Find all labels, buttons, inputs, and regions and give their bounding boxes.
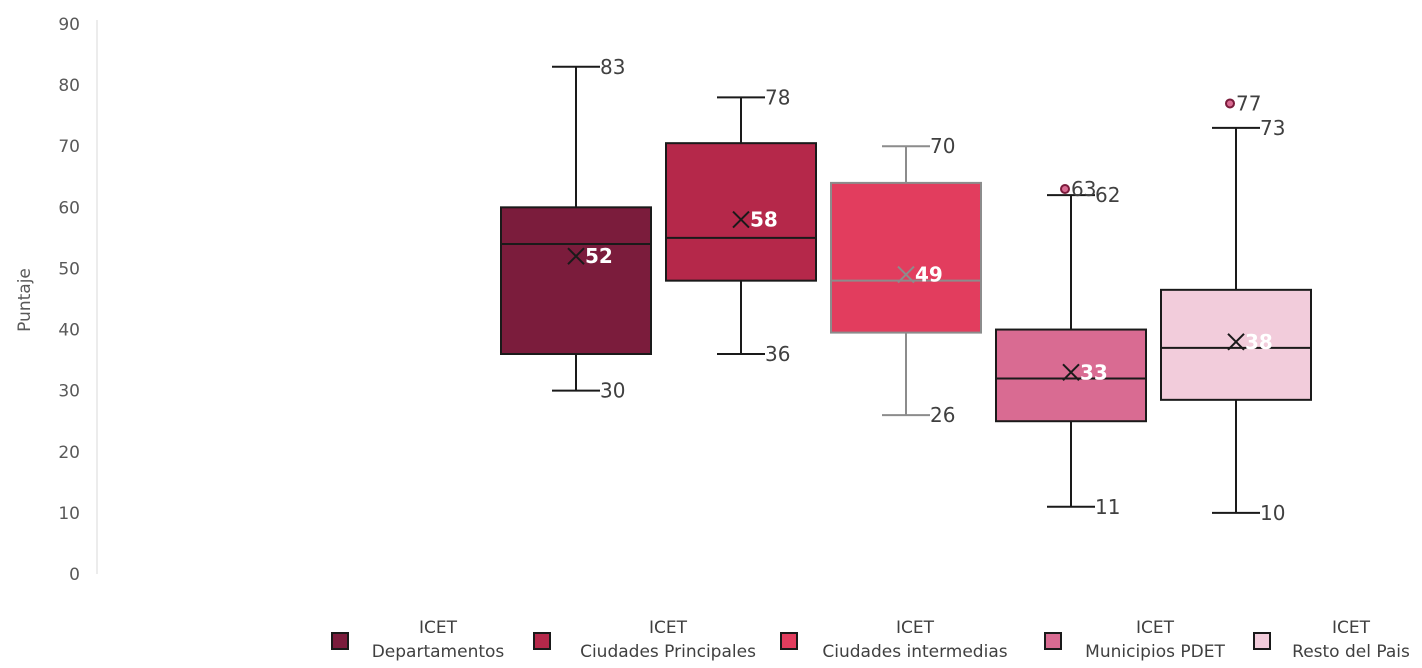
- legend-item: ICET Departamentos: [0, 616, 1422, 668]
- outlier-point: [1060, 184, 1070, 194]
- legend-label: ICET Departamentos: [358, 616, 518, 664]
- min-label: 11: [1095, 495, 1120, 519]
- y-tick-label: 80: [58, 76, 80, 96]
- legend-label-line1: ICET: [418, 618, 457, 638]
- legend-item: ICET Municipios PDET: [0, 616, 1422, 668]
- y-tick-label: 30: [58, 382, 80, 402]
- mean-marker: [567, 247, 585, 265]
- y-tick-label: 40: [58, 321, 80, 341]
- legend-label-line1: ICET: [895, 618, 934, 638]
- legend-label: ICET Ciudades intermedias: [807, 616, 1023, 664]
- legend-swatch: [533, 632, 551, 650]
- outlier-label: 63: [1071, 177, 1096, 201]
- min-label: 30: [600, 379, 625, 403]
- y-tick-label: 10: [58, 504, 80, 524]
- min-label: 36: [765, 342, 790, 366]
- box-iqr: [1160, 288, 1312, 401]
- legend-label-line2: Ciudades intermedias: [822, 642, 1008, 662]
- y-tick-label: 0: [69, 565, 80, 585]
- box-iqr: [500, 206, 652, 355]
- legend-swatch: [780, 632, 798, 650]
- mean-label: 38: [1245, 330, 1273, 354]
- box-group: 62 11 33 63: [995, 177, 1147, 519]
- box-iqr: [830, 181, 982, 334]
- mean-marker: [1227, 333, 1245, 351]
- mean-label: 58: [750, 208, 778, 232]
- legend-swatch: [331, 632, 349, 650]
- y-axis-label: Puntaje: [15, 268, 35, 332]
- legend-label-line1: ICET: [1135, 618, 1174, 638]
- y-tick-label: 50: [58, 259, 80, 279]
- legend-label-line2: Departamentos: [371, 642, 505, 662]
- legend: ICET Departamentos ICET Ciudades Principale…: [0, 616, 1422, 668]
- max-label: 78: [765, 85, 790, 109]
- legend-label-line2: Resto del Pais: [1292, 642, 1410, 662]
- max-label: 83: [600, 55, 625, 79]
- legend-label: ICET Ciudades Principales: [560, 616, 776, 664]
- box-group: 78 36 58: [665, 85, 817, 366]
- box-group: 70 26 49: [830, 134, 982, 427]
- legend-item: ICET Ciudades intermedias: [0, 616, 1422, 668]
- legend-item: ICET Resto del Pais: [0, 616, 1422, 668]
- outlier-point: [1225, 98, 1235, 109]
- legend-label-line1: ICET: [1331, 618, 1370, 638]
- legend-item: ICET Ciudades Principales: [0, 616, 1422, 668]
- max-label: 62: [1095, 183, 1120, 207]
- boxplot-chart: Puntaje 0 10 20 30 40 50 60 70 80 90 83 30 52 78 36 58…: [15, 15, 1312, 585]
- y-tick-label: 20: [58, 443, 80, 463]
- legend-label-line2: Municipios PDET: [1085, 642, 1225, 662]
- box-group: 73 10 38 77: [1160, 91, 1312, 525]
- box-group: 83 30 52: [500, 55, 652, 403]
- legend-label-line2: Ciudades Principales: [580, 642, 756, 662]
- max-label: 70: [930, 134, 955, 158]
- min-label: 10: [1260, 501, 1285, 525]
- mean-label: 52: [585, 244, 613, 268]
- legend-swatch: [1253, 632, 1271, 650]
- legend-label: ICET Municipios PDET: [1071, 616, 1239, 664]
- mean-label: 33: [1080, 360, 1108, 384]
- box-series: 83 30 52 78 36 58 70 26 49 62 11 33 63 73 10 38 77: [500, 55, 1312, 525]
- y-axis-ticks: 0 10 20 30 40 50 60 70 80 90: [58, 15, 80, 585]
- mean-marker: [732, 210, 750, 229]
- min-label: 26: [930, 403, 955, 427]
- mean-marker: [897, 265, 915, 284]
- mean-marker: [1062, 363, 1080, 382]
- legend-label-line1: ICET: [648, 618, 687, 638]
- legend-label: ICET Resto del Pais: [1280, 616, 1422, 664]
- y-tick-label: 70: [58, 137, 80, 157]
- box-iqr: [665, 142, 817, 282]
- legend-swatch: [1044, 632, 1062, 650]
- outlier-label: 77: [1236, 91, 1261, 115]
- y-tick-label: 60: [58, 198, 80, 218]
- max-label: 73: [1260, 116, 1285, 140]
- mean-label: 49: [915, 263, 943, 287]
- y-tick-label: 90: [58, 15, 80, 35]
- box-iqr: [995, 328, 1147, 423]
